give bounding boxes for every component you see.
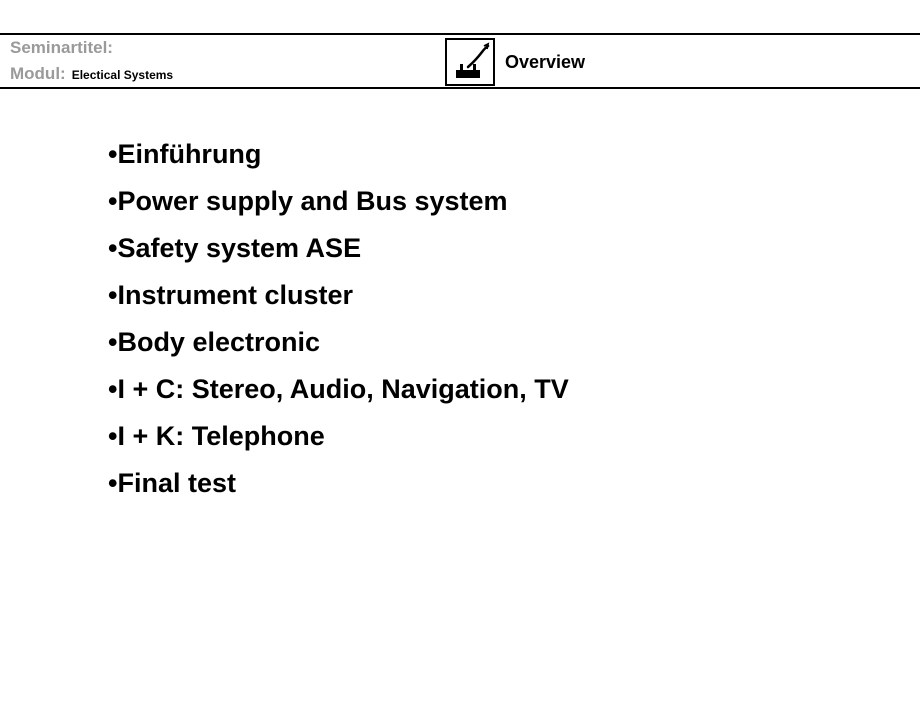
bullet-text: Einführung [117, 139, 261, 169]
bullet-text: Power supply and Bus system [117, 186, 507, 216]
list-item: •I + K: Telephone [108, 423, 920, 450]
modul-label: Modul: [10, 64, 66, 84]
bullet-text: Final test [117, 468, 236, 498]
header-left: Seminartitel: Modul: Electical Systems [0, 38, 173, 84]
bullet-text: Body electronic [117, 327, 320, 357]
electric-plug-icon [445, 38, 495, 86]
seminar-title-label: Seminartitel: [10, 38, 173, 58]
list-item: •Einführung [108, 141, 920, 168]
slide-header: Seminartitel: Modul: Electical Systems O… [0, 33, 920, 89]
modul-value: Electical Systems [72, 68, 173, 82]
bullet-text: Instrument cluster [117, 280, 353, 310]
list-item: •Instrument cluster [108, 282, 920, 309]
list-item: •Final test [108, 470, 920, 497]
list-item: •I + C: Stereo, Audio, Navigation, TV [108, 376, 920, 403]
list-item: •Safety system ASE [108, 235, 920, 262]
modul-row: Modul: Electical Systems [10, 64, 173, 84]
bullet-list: •Einführung •Power supply and Bus system… [0, 89, 920, 497]
overview-label: Overview [505, 52, 585, 73]
bullet-text: I + K: Telephone [117, 421, 324, 451]
header-center: Overview [445, 38, 585, 86]
list-item: •Body electronic [108, 329, 920, 356]
bullet-text: Safety system ASE [117, 233, 361, 263]
bullet-text: I + C: Stereo, Audio, Navigation, TV [117, 374, 568, 404]
list-item: •Power supply and Bus system [108, 188, 920, 215]
